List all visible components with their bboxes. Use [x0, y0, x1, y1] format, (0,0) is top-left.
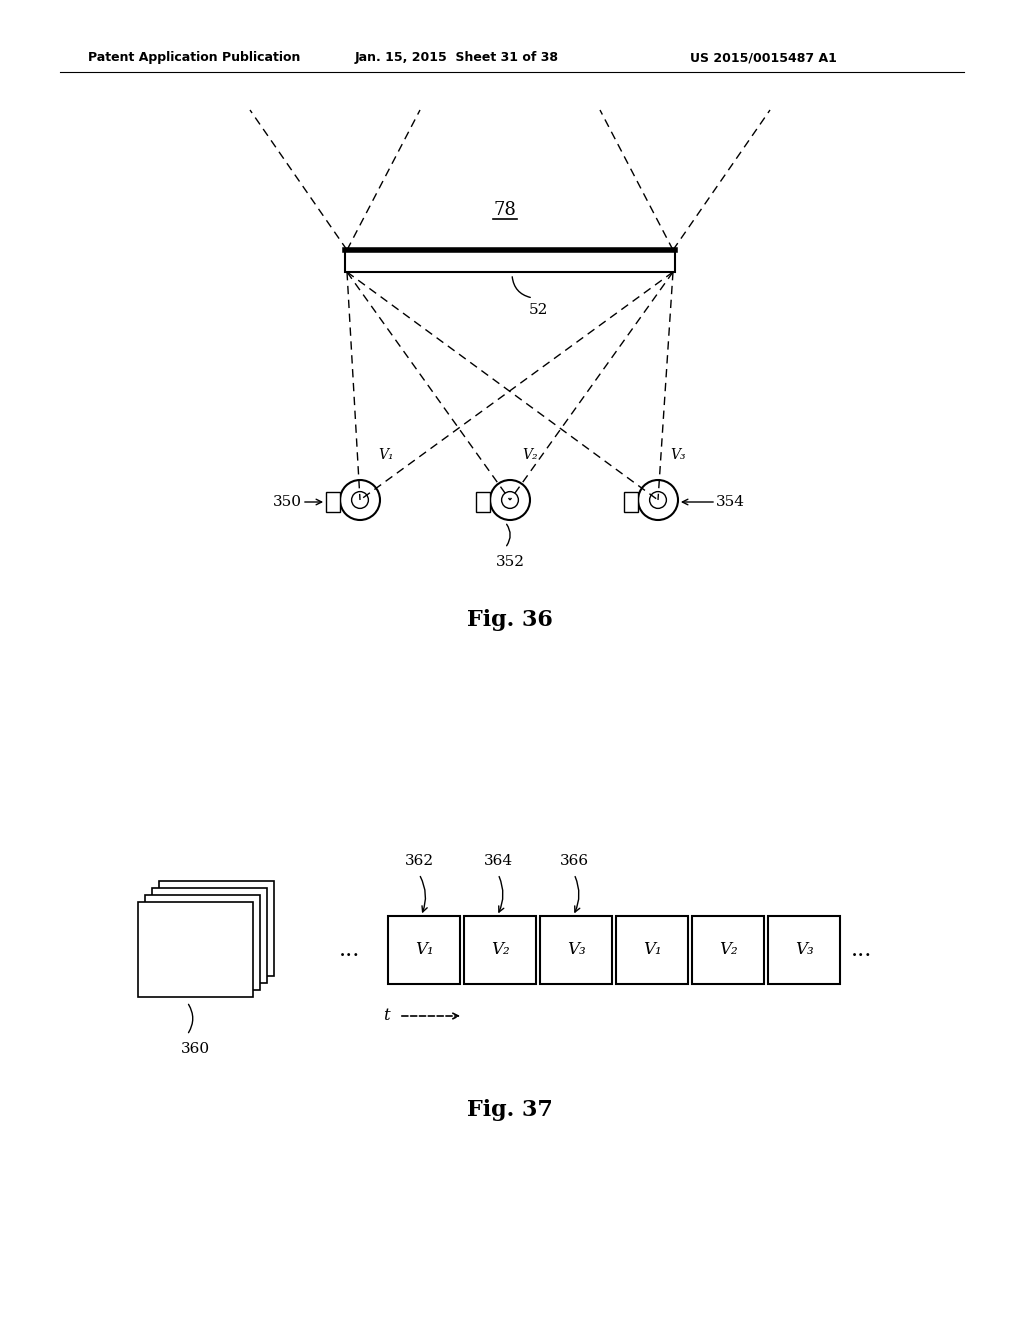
Text: Fig. 37: Fig. 37 — [467, 1100, 553, 1121]
Bar — [616, 916, 688, 983]
Bar — [159, 880, 274, 975]
Text: 360: 360 — [180, 1041, 210, 1056]
Text: 352: 352 — [496, 554, 524, 569]
Text: V₂: V₂ — [522, 447, 538, 462]
Text: t: t — [383, 1007, 389, 1024]
Text: V₃: V₃ — [566, 941, 586, 958]
Text: Jan. 15, 2015  Sheet 31 of 38: Jan. 15, 2015 Sheet 31 of 38 — [355, 51, 559, 65]
Text: V₁: V₁ — [643, 941, 662, 958]
Text: V₁: V₁ — [415, 941, 433, 958]
Bar — [540, 916, 612, 983]
Text: 350: 350 — [273, 495, 302, 510]
Text: Patent Application Publication: Patent Application Publication — [88, 51, 300, 65]
Bar — [464, 916, 536, 983]
Text: 78: 78 — [494, 201, 516, 219]
Bar — [388, 916, 460, 983]
Text: Fig. 36: Fig. 36 — [467, 609, 553, 631]
Text: V₂: V₂ — [490, 941, 509, 958]
Bar — [138, 902, 253, 997]
Bar — [145, 895, 260, 990]
Bar — [768, 916, 840, 983]
Text: V₃: V₃ — [670, 447, 686, 462]
Text: 354: 354 — [716, 495, 745, 510]
Text: 362: 362 — [404, 854, 433, 869]
Bar — [345, 249, 675, 272]
Text: V₁: V₁ — [378, 447, 393, 462]
Bar — [624, 492, 638, 512]
Text: US 2015/0015487 A1: US 2015/0015487 A1 — [690, 51, 837, 65]
Text: V₃: V₃ — [795, 941, 813, 958]
Bar — [326, 492, 340, 512]
Text: 364: 364 — [483, 854, 513, 869]
Bar — [692, 916, 764, 983]
Text: V₂: V₂ — [719, 941, 737, 958]
Text: ...: ... — [851, 939, 872, 961]
Bar — [152, 888, 267, 983]
Text: ...: ... — [339, 939, 360, 961]
Bar — [476, 492, 490, 512]
Text: 366: 366 — [559, 854, 589, 869]
Text: 52: 52 — [528, 304, 548, 317]
